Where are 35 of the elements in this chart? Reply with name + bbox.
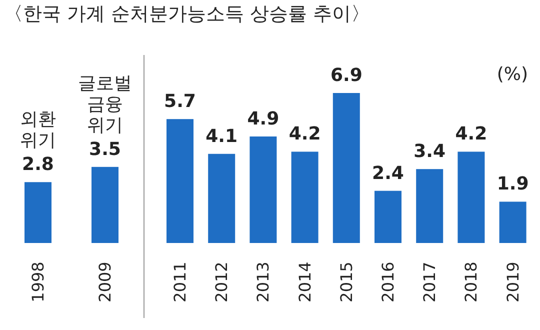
x-tick-label: 2018 xyxy=(462,262,481,302)
x-tick-label: 2011 xyxy=(170,262,190,302)
data-label: 2.4 xyxy=(372,162,404,184)
x-tick-label: 1998 xyxy=(28,262,48,302)
data-label: 5.7 xyxy=(164,91,196,112)
data-label: 4.2 xyxy=(455,124,488,145)
x-tick-label: 2013 xyxy=(254,262,273,302)
x-tick-label: 2014 xyxy=(295,262,314,302)
x-tick-label: 2019 xyxy=(503,262,522,302)
bar xyxy=(250,136,277,243)
x-tick-label: 2009 xyxy=(96,262,114,302)
bar xyxy=(499,202,526,243)
x-tick-label: 2015 xyxy=(336,262,356,302)
bar xyxy=(374,190,402,243)
bar xyxy=(208,154,236,243)
bar xyxy=(458,152,485,243)
data-label: 4.9 xyxy=(247,108,280,130)
x-tick-label: 2016 xyxy=(378,262,398,302)
data-label: 2.8 xyxy=(22,154,54,176)
annotation: 외환 위기 xyxy=(20,109,56,152)
data-label: 6.9 xyxy=(330,65,362,86)
bar xyxy=(416,169,444,243)
x-tick-label: 2017 xyxy=(420,262,440,302)
data-label: 1.9 xyxy=(496,174,529,195)
data-label: 4.2 xyxy=(288,124,321,145)
annotation: 글로벌 금융 위기 xyxy=(78,72,132,136)
chart-title: 〈한국 가계 순처분가능소득 상승률 추이〉 xyxy=(4,3,370,25)
data-label: 3.5 xyxy=(89,138,121,160)
x-tick-label: 2012 xyxy=(212,262,232,302)
data-label: 4.1 xyxy=(206,126,238,147)
y-axis-title: (%) xyxy=(496,64,528,85)
data-label: 3.4 xyxy=(414,141,446,162)
bar xyxy=(332,93,360,243)
bar xyxy=(291,152,318,243)
bar xyxy=(166,119,194,243)
